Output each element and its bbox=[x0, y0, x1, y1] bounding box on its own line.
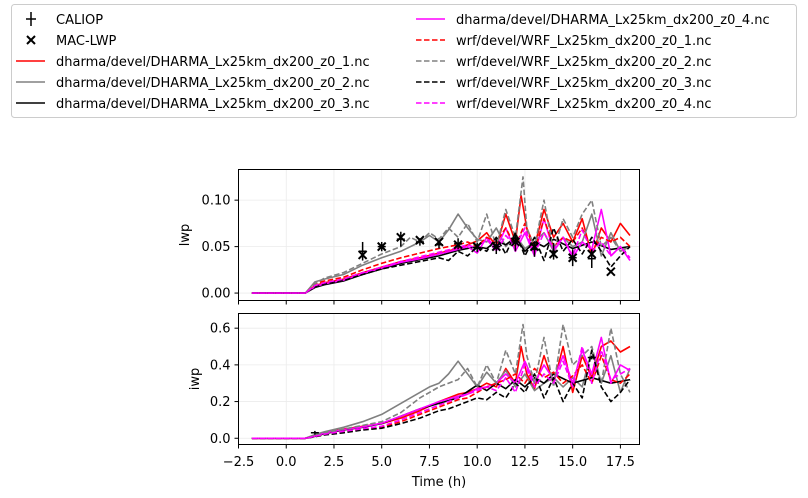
legend-marker-x bbox=[26, 35, 36, 45]
mac-lwp-marker bbox=[491, 241, 501, 252]
series-group bbox=[251, 323, 631, 440]
series-line-wrf-2 bbox=[251, 176, 631, 294]
y-tick-label: 0.6 bbox=[210, 322, 231, 337]
legend-label: dharma/devel/DHARMA_Lx25km_dx200_z0_4.nc bbox=[456, 13, 770, 28]
y-axis-label: lwp bbox=[178, 224, 193, 247]
y-tick-label: 0.4 bbox=[210, 358, 231, 373]
legend-label: dharma/devel/DHARMA_Lx25km_dx200_z0_3.nc bbox=[56, 97, 370, 112]
axes-frame bbox=[238, 169, 640, 301]
mac-lwp-marker bbox=[472, 241, 482, 252]
mac-lwp-marker bbox=[377, 241, 387, 252]
legend-label: wrf/devel/WRF_Lx25km_dx200_z0_2.nc bbox=[456, 55, 712, 70]
x-tick-label: −2.5 bbox=[223, 455, 255, 470]
legend-label: CALIOP bbox=[56, 13, 103, 28]
x-axis-label: Time (h) bbox=[411, 475, 466, 490]
mac-lwp-marker bbox=[510, 237, 521, 247]
series-line-wrf-3 bbox=[251, 349, 631, 440]
legend-label: dharma/devel/DHARMA_Lx25km_dx200_z0_2.nc bbox=[56, 76, 370, 91]
legend-label: dharma/devel/DHARMA_Lx25km_dx200_z0_1.nc bbox=[56, 55, 370, 70]
y-tick-label: 0.2 bbox=[210, 395, 231, 410]
mac-lwp-marker bbox=[434, 237, 444, 247]
series-line-dharma-2 bbox=[251, 349, 631, 440]
legend-label: wrf/devel/WRF_Lx25km_dx200_z0_3.nc bbox=[456, 76, 712, 91]
mac-lwp-marker bbox=[587, 249, 597, 259]
legend-label: wrf/devel/WRF_Lx25km_dx200_z0_4.nc bbox=[456, 97, 712, 112]
mac-lwp-marker bbox=[567, 253, 578, 263]
x-tick-label: 17.5 bbox=[606, 455, 635, 470]
legend-label: wrf/devel/WRF_Lx25km_dx200_z0_1.nc bbox=[456, 34, 712, 49]
x-tick-label: 10.0 bbox=[463, 455, 492, 470]
y-tick-label: 0.05 bbox=[202, 240, 231, 255]
y-tick-label: 0.0 bbox=[210, 432, 231, 447]
legend-label: MAC-LWP bbox=[56, 34, 117, 49]
x-tick-label: 2.5 bbox=[324, 455, 345, 470]
mac-lwp-marker bbox=[548, 249, 559, 259]
mac-lwp-marker bbox=[396, 232, 406, 243]
x-axis: −2.5 0.0 2.5 5.0 7.5 10.0 12.5 15.0 17.5 Time (h) bbox=[223, 455, 635, 490]
x-tick-label: 0.0 bbox=[276, 455, 297, 470]
mac-lwp-marker bbox=[357, 250, 368, 260]
series-group bbox=[251, 176, 631, 294]
y-tick-label: 0.10 bbox=[202, 194, 231, 209]
x-tick-label: 5.0 bbox=[371, 455, 392, 470]
series-line-wrf-1 bbox=[251, 354, 631, 440]
series-line-dharma-1 bbox=[251, 340, 631, 440]
iwp-panel: 0.0 0.2 0.4 0.6 iwp bbox=[188, 313, 640, 449]
lwp-panel: 0.00 0.05 0.10 lwp bbox=[178, 169, 640, 305]
mac-lwp-marker bbox=[415, 235, 425, 245]
legend: CALIOP MAC-LWP dharma/devel/DHARMA_Lx25km_… bbox=[11, 4, 797, 118]
x-tick-label: 7.5 bbox=[419, 455, 440, 470]
series-line-wrf-4 bbox=[251, 227, 631, 294]
mac-lwp-marker bbox=[529, 241, 540, 252]
x-tick-label: 15.0 bbox=[558, 455, 587, 470]
mac-lwp-marker bbox=[606, 266, 616, 277]
mac-lwp-marker bbox=[453, 240, 463, 250]
y-tick-label: 0.00 bbox=[202, 287, 231, 302]
series-line-wrf-3 bbox=[251, 227, 631, 294]
axes-frame bbox=[238, 313, 640, 445]
legend-frame bbox=[11, 4, 797, 118]
series-line-wrf-4 bbox=[251, 345, 631, 440]
x-tick-label: 12.5 bbox=[510, 455, 539, 470]
y-axis-label: iwp bbox=[188, 368, 203, 391]
